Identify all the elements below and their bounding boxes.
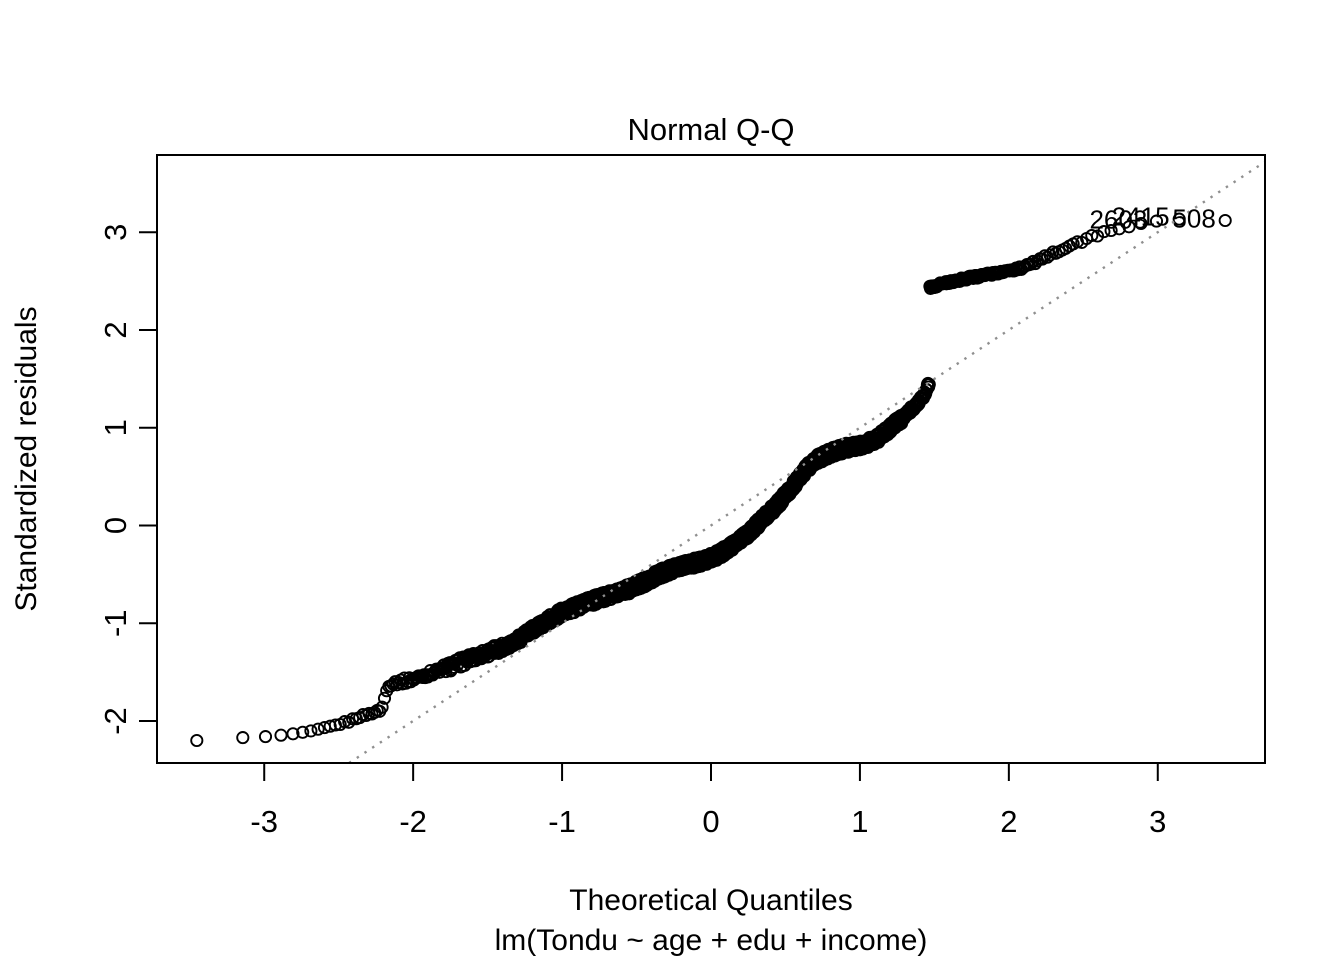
- point-id-label: 2415: [1112, 202, 1170, 232]
- data-point: [1134, 216, 1148, 231]
- x-tick-label: 1: [851, 804, 868, 839]
- reference-line-layer: [348, 160, 1266, 765]
- data-point: [922, 377, 936, 391]
- data-point: [1149, 214, 1164, 228]
- data-points-layer: [190, 212, 1232, 748]
- data-point: [1085, 228, 1099, 243]
- x-tick-label: 0: [702, 804, 719, 839]
- data-point: [190, 733, 204, 748]
- y-tick-label: -2: [98, 707, 133, 735]
- y-tick-label: -1: [98, 609, 133, 637]
- axis-ticks-layer: -3 -2 -1 0 1 2 3 -2 -1 0 1 2 3: [98, 224, 1166, 839]
- y-tick-label: 0: [98, 517, 133, 534]
- data-point: [1112, 222, 1126, 236]
- x-axis-sublabel: lm(Tondu ~ age + edu + income): [495, 924, 928, 957]
- x-tick-label: -2: [399, 804, 427, 839]
- data-point: [1026, 254, 1040, 268]
- chart-title: Normal Q-Q: [627, 112, 794, 147]
- x-tick-label: -3: [250, 804, 278, 839]
- data-point: [1172, 212, 1186, 226]
- x-axis-label: Theoretical Quantiles: [569, 884, 852, 917]
- data-point: [359, 708, 373, 723]
- data-point: [342, 715, 356, 729]
- y-axis-label: Standardized residuals: [10, 306, 43, 611]
- x-tick-label: -1: [548, 804, 576, 839]
- plot-box: [156, 154, 1266, 764]
- data-point: [1104, 223, 1118, 238]
- data-point: [286, 727, 300, 741]
- data-point: [1097, 225, 1111, 239]
- data-point: [1043, 248, 1057, 262]
- data-point: [258, 730, 273, 744]
- y-tick-label: 1: [98, 419, 133, 436]
- data-point: [236, 731, 250, 745]
- data-point: [1122, 220, 1136, 234]
- data-point: [377, 691, 392, 705]
- data-point: [274, 728, 288, 742]
- point-id-label: 508: [1172, 204, 1215, 234]
- qq-reference-line: [348, 160, 1266, 765]
- data-point: [304, 724, 318, 738]
- y-tick-label: 2: [98, 321, 133, 338]
- data-point: [296, 725, 310, 739]
- point-id-label: 2603: [1089, 205, 1147, 235]
- data-point: [311, 722, 325, 736]
- y-tick-label: 3: [98, 224, 133, 241]
- x-tick-label: 2: [1000, 804, 1017, 839]
- data-point: [375, 700, 389, 714]
- x-tick-label: 3: [1149, 804, 1166, 839]
- data-point: [1218, 213, 1232, 228]
